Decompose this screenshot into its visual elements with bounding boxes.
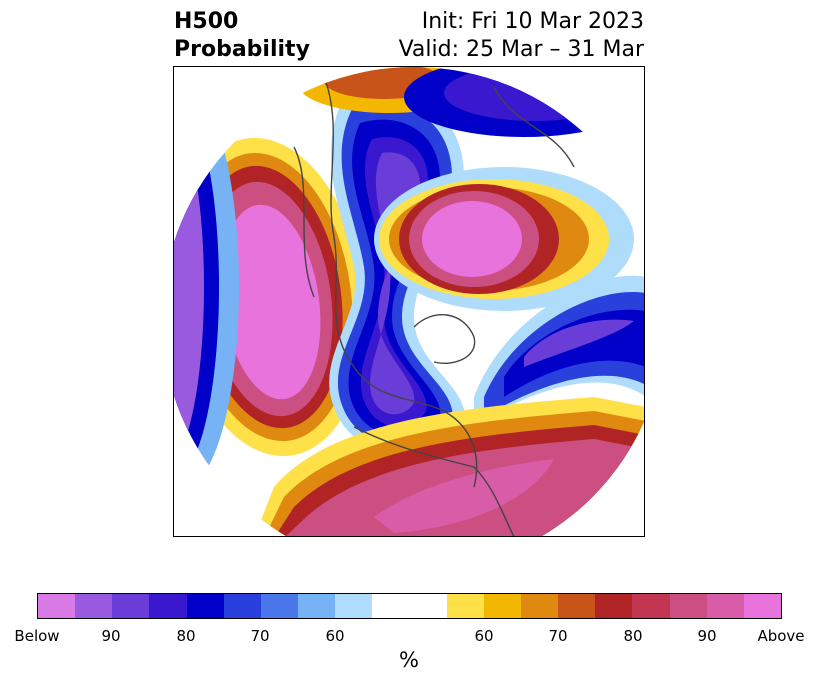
above-anomaly-polar — [374, 167, 634, 311]
map-panel — [173, 66, 645, 537]
colorbar-above-5 — [595, 594, 633, 618]
colorbar-tick: 90 — [101, 627, 121, 645]
below-anomaly-east — [474, 275, 644, 427]
colorbar-above-1 — [446, 594, 484, 618]
colorbar-above-8 — [706, 594, 744, 618]
colorbar-below-8 — [298, 594, 336, 618]
colorbar-below-5 — [186, 594, 224, 618]
colorbar-above-4 — [558, 594, 596, 618]
colorbar — [37, 593, 782, 619]
colorbar-below-9 — [335, 594, 373, 618]
colorbar-below-7 — [260, 594, 299, 618]
colorbar-below-2 — [75, 594, 113, 618]
colorbar-tick: 90 — [697, 627, 717, 645]
chart-title-right: Init: Fri 10 Mar 2023 Valid: 25 Mar – 31… — [399, 8, 644, 64]
colorbar-above-9 — [743, 594, 782, 618]
colorbar-tick: 80 — [623, 627, 643, 645]
colorbar-tick: 70 — [250, 627, 270, 645]
above-anomaly-south — [254, 397, 644, 536]
colorbar-below-3 — [112, 594, 150, 618]
colorbar-tick: 80 — [176, 627, 196, 645]
colorbar-tick: 60 — [474, 627, 494, 645]
colorbar-below-4 — [149, 594, 187, 618]
colorbar-above-7 — [669, 594, 707, 618]
colorbar-above-3 — [521, 594, 559, 618]
colorbar-tick: Below — [14, 627, 60, 645]
probability-map — [174, 67, 644, 536]
title-product: Probability — [174, 37, 310, 62]
colorbar-above-6 — [632, 594, 670, 618]
chart-title-left: H500 Probability — [174, 8, 310, 64]
colorbar-neutral — [372, 594, 447, 618]
colorbar-below-6 — [223, 594, 261, 618]
colorbar-tick: Above — [757, 627, 805, 645]
map-disk — [174, 67, 644, 536]
title-variable: H500 — [174, 9, 239, 34]
continent-outlines — [293, 76, 575, 536]
colorbar-below-1 — [38, 594, 76, 618]
colorbar-tick: 60 — [325, 627, 345, 645]
colorbar-above-2 — [483, 594, 522, 618]
valid-period: Valid: 25 Mar – 31 Mar — [398, 37, 644, 62]
init-date: Init: Fri 10 Mar 2023 — [421, 9, 644, 34]
colorbar-unit-label: % — [399, 648, 419, 672]
colorbar-tick: 70 — [548, 627, 568, 645]
